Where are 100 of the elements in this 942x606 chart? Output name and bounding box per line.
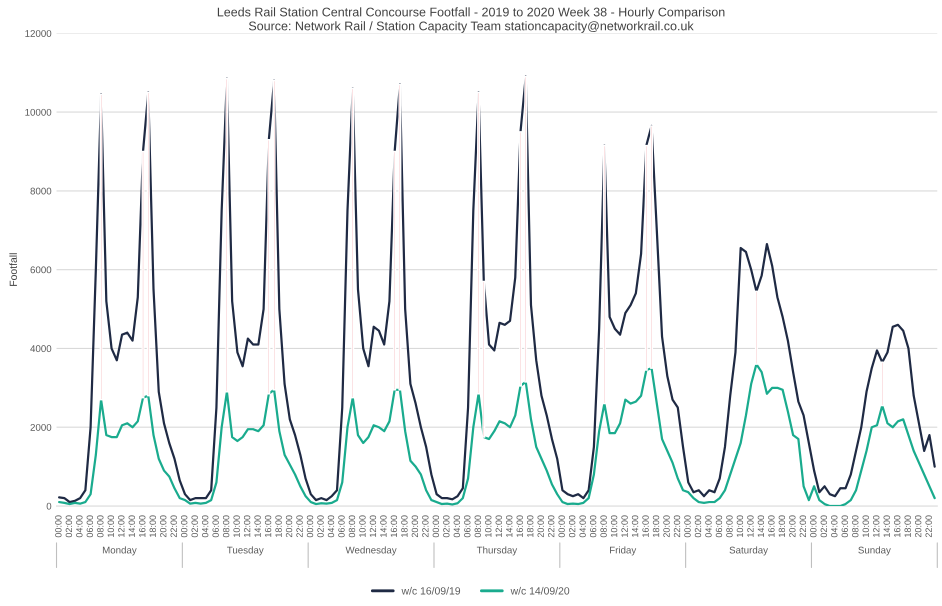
x-tick-label: 04:00 xyxy=(454,515,460,538)
x-tick-label: 06:00 xyxy=(464,515,470,538)
x-tick-label: 02:00 xyxy=(317,515,324,538)
x-tick-label: 16:00 xyxy=(390,515,398,537)
x-tick-label: 08:00 xyxy=(97,515,104,538)
x-tick-label: 02:00 xyxy=(443,515,450,538)
x-tick-label: 06:00 xyxy=(212,515,219,538)
x-tick-label: 00:00 xyxy=(180,515,188,538)
x-tick-label: 16:00 xyxy=(264,515,272,537)
x-tick-label: 22:00 xyxy=(800,515,806,538)
x-tick-label: 14:00 xyxy=(254,515,261,537)
x-tick-label: 16:00 xyxy=(139,515,146,537)
x-tick-label: 18:00 xyxy=(652,515,660,537)
x-tick-label: 14:00 xyxy=(380,515,387,537)
x-tick-label: 06:00 xyxy=(716,515,722,538)
y-tick-label: 4000 xyxy=(30,345,52,352)
x-tick-label: 06:00 xyxy=(86,515,94,538)
x-tick-label: 22:00 xyxy=(674,515,680,538)
x-tick-label: 02:00 xyxy=(694,515,702,538)
x-tick-label: 20:00 xyxy=(789,515,796,538)
y-tick-label: 0 xyxy=(46,502,52,510)
x-tick-label: 22:00 xyxy=(548,515,554,538)
x-tick-label: 06:00 xyxy=(338,515,345,538)
x-tick-label: 22:00 xyxy=(925,515,932,538)
x-tick-label: 14:00 xyxy=(506,515,512,537)
x-tick-label: 14:00 xyxy=(758,515,764,537)
x-tick-label: 12:00 xyxy=(621,515,628,537)
x-tick-label: 10:00 xyxy=(736,515,744,537)
x-tick-label: 02:00 xyxy=(568,515,576,538)
x-tick-label: 12:00 xyxy=(118,515,124,537)
y-tick-label: 2000 xyxy=(30,424,52,431)
x-tick-label: 22:00 xyxy=(296,515,303,538)
y-tick-label: 12000 xyxy=(25,30,52,37)
x-tick-label: 16:00 xyxy=(642,515,649,537)
text: Saturday xyxy=(730,546,768,556)
x-tick-label: 04:00 xyxy=(579,515,586,538)
x-tick-label: 22:00 xyxy=(170,515,177,538)
x-tick-label: 12:00 xyxy=(370,515,376,537)
x-tick-label: 18:00 xyxy=(904,515,911,537)
x-tick-label: 02:00 xyxy=(191,515,198,538)
x-tick-label: 16:00 xyxy=(516,515,523,537)
x-tick-label: 08:00 xyxy=(726,515,733,538)
x-tick-label: 16:00 xyxy=(768,515,775,537)
x-tick-label: 00:00 xyxy=(558,515,565,538)
text: Thursday xyxy=(476,546,518,556)
text: Sunday xyxy=(858,546,891,556)
x-tick-label: 10:00 xyxy=(359,515,366,537)
x-tick-label: 10:00 xyxy=(862,515,869,537)
x-tick-label: 10:00 xyxy=(485,515,492,537)
x-tick-label: 08:00 xyxy=(600,515,607,538)
x-tick-label: 12:00 xyxy=(244,515,250,537)
x-tick-label: 08:00 xyxy=(852,515,858,538)
legend-label: w/c 16/09/19 xyxy=(402,586,460,595)
x-tick-label: 06:00 xyxy=(590,515,596,538)
chart-subtitle: Source: Network Rail / Station Capacity Team stationcapacity@networkrail.co.uk xyxy=(248,21,694,33)
x-tick-label: 02:00 xyxy=(820,515,827,538)
y-tick-label: 6000 xyxy=(30,266,52,274)
x-tick-label: 18:00 xyxy=(401,515,408,537)
x-tick-label: 18:00 xyxy=(527,515,534,537)
x-tick-label: 20:00 xyxy=(914,515,922,538)
text: Wednesday xyxy=(346,546,397,556)
x-tick-label: 00:00 xyxy=(684,515,691,538)
x-tick-label: 20:00 xyxy=(538,515,544,538)
x-tick-label: 20:00 xyxy=(412,515,418,538)
x-tick-label: 08:00 xyxy=(222,515,230,538)
x-tick-label: 12:00 xyxy=(747,515,754,537)
x-tick-label: 14:00 xyxy=(632,515,638,537)
y-tick-label: 8000 xyxy=(30,188,52,195)
x-tick-label: 14:00 xyxy=(884,515,890,537)
text: Tuesday xyxy=(227,546,264,556)
x-tick-label: 20:00 xyxy=(286,515,292,538)
x-tick-label: 10:00 xyxy=(233,515,240,537)
text: Friday xyxy=(610,546,636,556)
x-tick-label: 00:00 xyxy=(55,515,62,538)
legend-label: w/c 14/09/20 xyxy=(510,586,570,595)
x-tick-label: 06:00 xyxy=(842,515,848,538)
x-tick-label: 20:00 xyxy=(160,515,166,538)
x-tick-label: 12:00 xyxy=(873,515,880,537)
x-tick-label: 04:00 xyxy=(202,515,208,538)
x-tick-label: 00:00 xyxy=(306,515,314,538)
x-tick-label: 04:00 xyxy=(328,515,334,538)
x-tick-label: 12:00 xyxy=(496,515,502,537)
x-tick-label: 04:00 xyxy=(831,515,838,538)
text: Monday xyxy=(102,546,137,556)
x-tick-label: 04:00 xyxy=(705,515,712,538)
chart-title: Leeds Rail Station Central Concourse Footfall - 2019 to 2020 Week 38 - Hourly Comparison xyxy=(218,7,724,19)
x-tick-label: 00:00 xyxy=(810,515,817,538)
x-tick-label: 08:00 xyxy=(474,515,481,538)
y-tick-label: 10000 xyxy=(25,108,52,116)
x-tick-label: 18:00 xyxy=(275,515,282,537)
x-tick-label: 10:00 xyxy=(610,515,618,537)
x-tick-label: 18:00 xyxy=(150,515,156,537)
x-tick-label: 00:00 xyxy=(432,515,440,538)
x-tick-label: 16:00 xyxy=(894,515,900,537)
x-tick-label: 10:00 xyxy=(108,515,114,537)
y-axis-title: Footfall xyxy=(9,253,18,286)
x-tick-label: 04:00 xyxy=(76,515,83,538)
x-tick-label: 22:00 xyxy=(422,515,429,538)
x-tick-label: 02:00 xyxy=(66,515,72,538)
x-tick-label: 14:00 xyxy=(128,515,135,537)
